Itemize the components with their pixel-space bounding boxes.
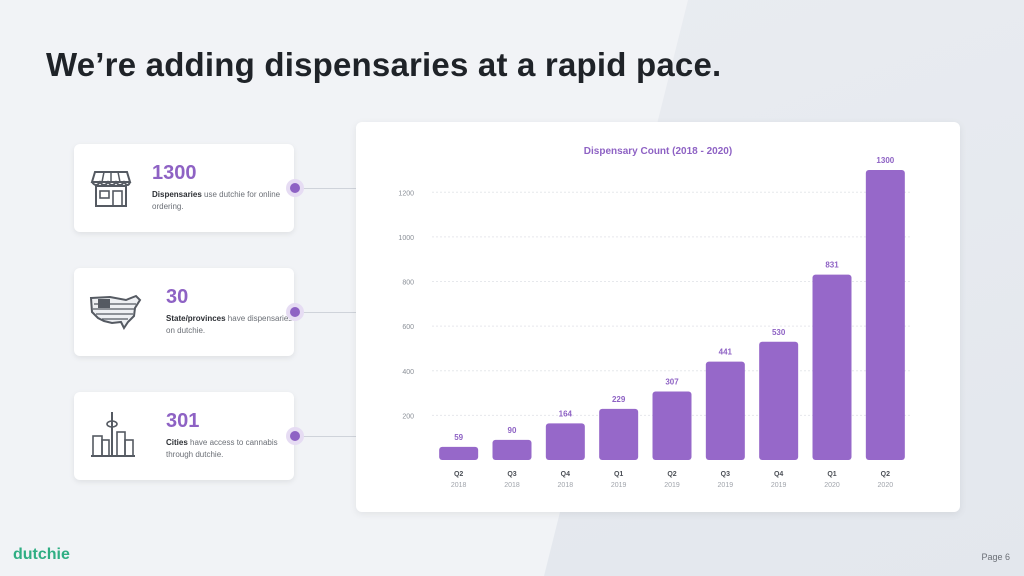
x-tick-year: 2018 bbox=[451, 482, 467, 489]
data-label: 307 bbox=[665, 378, 679, 387]
data-label: 1300 bbox=[876, 156, 894, 165]
chart-card: Dispensary Count (2018 - 2020) 200 400 600… bbox=[356, 122, 960, 512]
bar bbox=[759, 341, 799, 460]
x-tick-label: Q1 bbox=[827, 471, 836, 478]
bar bbox=[652, 391, 692, 460]
bar bbox=[439, 446, 479, 460]
x-tick-label: Q3 bbox=[507, 471, 516, 478]
usa-map-icon bbox=[88, 292, 144, 336]
stat-value: 30 bbox=[166, 286, 189, 308]
x-tick-year: 2019 bbox=[664, 482, 680, 489]
x-tick-label: Q4 bbox=[561, 471, 570, 478]
dutchie-logo: dutchie bbox=[13, 546, 70, 563]
data-label: 530 bbox=[772, 328, 786, 337]
y-tick-label: 200 bbox=[402, 413, 414, 420]
y-tick-label: 1000 bbox=[398, 235, 414, 242]
connector-dot bbox=[290, 431, 300, 441]
x-tick-year: 2020 bbox=[824, 482, 840, 489]
connector-dot bbox=[290, 307, 300, 317]
storefront-icon bbox=[90, 166, 132, 210]
x-tick-label: Q2 bbox=[454, 471, 463, 478]
stat-value: 301 bbox=[166, 410, 200, 432]
x-tick-year: 2018 bbox=[558, 482, 574, 489]
page-title: We’re adding dispensaries at a rapid pac… bbox=[46, 46, 722, 83]
x-tick-year: 2019 bbox=[771, 482, 787, 489]
connector-dot bbox=[290, 183, 300, 193]
x-tick-label: Q2 bbox=[667, 471, 676, 478]
bar bbox=[492, 439, 532, 460]
data-label: 90 bbox=[508, 426, 517, 435]
x-tick-label: Q2 bbox=[881, 471, 890, 478]
page-number: Page 6 bbox=[981, 552, 1010, 562]
city-skyline-icon bbox=[90, 410, 136, 457]
bar-chart: 200 400 600 800 1000 1200 59 Q2 2018 90 Q3 2018 164 Q… bbox=[398, 156, 912, 489]
data-label: 59 bbox=[454, 433, 463, 442]
x-tick-year: 2020 bbox=[878, 482, 894, 489]
y-tick-label: 600 bbox=[402, 324, 414, 331]
data-label: 441 bbox=[719, 348, 733, 357]
chart-title: Dispensary Count (2018 - 2020) bbox=[583, 146, 733, 157]
y-tick-label: 800 bbox=[402, 280, 414, 287]
connector-line bbox=[296, 436, 356, 437]
data-label: 831 bbox=[825, 261, 839, 270]
connector-line bbox=[296, 312, 356, 313]
x-tick-year: 2019 bbox=[611, 482, 627, 489]
bar bbox=[545, 423, 585, 460]
connector-line bbox=[296, 188, 356, 189]
stat-description: Dispensaries use dutchie for online orde… bbox=[152, 190, 281, 211]
stat-value: 1300 bbox=[152, 162, 197, 184]
bar bbox=[865, 170, 905, 460]
y-tick-label: 400 bbox=[402, 369, 414, 376]
bar bbox=[812, 274, 852, 460]
stat-description: Cities have access to cannabis through d… bbox=[166, 438, 278, 459]
x-tick-label: Q3 bbox=[721, 471, 730, 478]
x-tick-label: Q4 bbox=[774, 471, 783, 478]
x-tick-year: 2018 bbox=[504, 482, 520, 489]
y-tick-label: 1200 bbox=[398, 190, 414, 197]
bar bbox=[599, 408, 639, 460]
stat-card-cities: 301 Cities have access to cannabis throu… bbox=[74, 392, 294, 480]
stat-description: State/provinces have dispensaries on dut… bbox=[166, 314, 293, 335]
x-tick-year: 2019 bbox=[718, 482, 734, 489]
data-label: 164 bbox=[559, 409, 573, 418]
stat-card-dispensaries: 1300 Dispensaries use dutchie for online… bbox=[74, 144, 294, 232]
data-label: 229 bbox=[612, 395, 626, 404]
stat-card-states: 30 State/provinces have dispensaries on … bbox=[74, 268, 294, 356]
bar bbox=[705, 361, 745, 460]
x-tick-label: Q1 bbox=[614, 471, 623, 478]
